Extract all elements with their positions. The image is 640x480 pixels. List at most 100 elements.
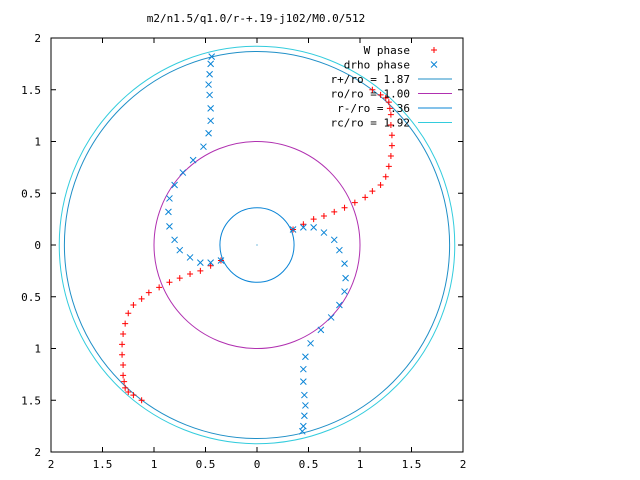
w-phase-point	[125, 310, 132, 317]
drho-phase-point	[176, 246, 184, 254]
drho-phase-point	[302, 402, 309, 409]
drho-phase-point	[302, 353, 309, 361]
w-phase-point	[388, 132, 395, 139]
y-tick-label: 0	[34, 239, 41, 252]
x-tick-label: 2	[48, 458, 55, 471]
drho-phase-point	[206, 70, 213, 78]
x-tick-label: 1.5	[93, 458, 113, 471]
drho-phase-point	[327, 314, 335, 321]
x-axis: 2 1.5 1 0.5 0 0.5 1 1.5 2	[48, 38, 467, 471]
w-phase-point	[207, 262, 214, 269]
x-tick-label: 0	[254, 458, 261, 471]
w-phase-point	[122, 384, 129, 391]
drho-phase-point	[336, 301, 343, 309]
w-phase-point	[176, 275, 183, 282]
drho-phase-point	[310, 224, 318, 231]
drho-phase-point	[301, 412, 308, 420]
w-phase-point	[377, 181, 384, 188]
drho-phase-point	[336, 246, 343, 254]
drho-phase-point	[207, 60, 215, 68]
w-phase-point	[388, 142, 395, 149]
w-phase-point	[119, 351, 126, 358]
w-phase-point	[121, 378, 128, 385]
circle-ro-radius	[153, 141, 361, 349]
drho-phase-point	[171, 181, 178, 189]
drho-phase-point	[299, 378, 307, 385]
legend-label: r+/ro = 1.87	[331, 73, 410, 86]
w-phase-point	[187, 270, 194, 277]
w-phase-point	[377, 91, 384, 98]
y-tick-label: 0.5	[21, 187, 41, 200]
drho-phase-point	[298, 427, 306, 435]
w-phase-point	[130, 302, 137, 309]
w-phase-point	[130, 392, 137, 399]
y-tick-label: 1.5	[21, 394, 41, 407]
w-phase-point	[341, 204, 348, 211]
drho-phase-point	[299, 365, 307, 373]
w-phase-point	[119, 341, 126, 348]
w-phase-point	[386, 105, 393, 112]
series-layer	[119, 53, 395, 435]
drho-phase-point	[342, 274, 349, 282]
drho-phase-point	[179, 169, 187, 176]
drho-phase-point	[217, 257, 225, 264]
y-axis: 2 1.5 1 0.5 0 0.5 1 1.5 2	[21, 32, 463, 459]
y-tick-label: 2	[34, 446, 41, 459]
circle-r--radius	[219, 207, 295, 283]
circle-rc-radius	[58, 45, 456, 445]
w-phase-point	[382, 95, 389, 102]
drho-phase-point	[171, 236, 178, 244]
drho-phase-point	[165, 208, 172, 216]
legend-label: drho phase	[344, 59, 410, 72]
drho-phase-point	[206, 91, 213, 99]
drho-phase-point	[341, 260, 348, 267]
y-tick-label: 1	[34, 136, 41, 149]
legend-label: W phase	[364, 44, 410, 57]
x-tick-label: 2	[460, 458, 467, 471]
drho-phase-point	[330, 236, 338, 244]
w-phase-point	[331, 208, 338, 215]
w-phase-point	[385, 163, 392, 170]
w-phase-point	[387, 152, 394, 159]
drho-phase-point	[341, 288, 348, 295]
drho-phase-point	[299, 422, 307, 430]
w-phase-point	[166, 279, 173, 286]
w-phase-point	[387, 111, 394, 118]
drho-phase-point	[307, 339, 314, 347]
chart-title: m2/n1.5/q1.0/r-+.19-j102/M0.0/512	[147, 12, 366, 25]
circle-r+-radius	[63, 50, 451, 440]
w-phase-point	[156, 284, 163, 291]
w-phase-point	[122, 320, 129, 327]
w-phase-point	[369, 188, 376, 195]
drho-phase-point	[196, 259, 204, 266]
w-phase-point	[125, 388, 132, 395]
drho-phase-point	[205, 81, 212, 88]
drho-phase-point	[320, 229, 328, 236]
drho-phase-point	[208, 53, 216, 60]
drho-phase-point	[301, 391, 308, 399]
drho-phase-point	[189, 156, 197, 164]
w-phase-point	[362, 194, 369, 201]
w-phase-point	[138, 295, 145, 302]
drho-phase-point	[207, 105, 215, 112]
drho-phase-point	[205, 129, 212, 137]
w-phase-point	[369, 86, 376, 93]
drho-phase-point	[289, 226, 297, 233]
drho-phase-point	[186, 254, 194, 261]
w-phase-point	[120, 331, 127, 338]
y-tick-label: 1.5	[21, 84, 41, 97]
legend-marker	[431, 47, 437, 53]
w-phase-point	[385, 99, 392, 106]
w-phase-point	[387, 121, 394, 128]
w-phase-point	[120, 372, 127, 379]
w-phase-point	[320, 213, 327, 220]
circle-layer	[58, 45, 456, 445]
drho-phase-point	[207, 259, 215, 266]
y-tick-label: 1	[34, 343, 41, 356]
x-tick-label: 0.5	[196, 458, 216, 471]
drho-phase-point	[207, 117, 215, 125]
series-drho-phase	[165, 53, 349, 435]
x-tick-label: 1.5	[402, 458, 422, 471]
w-phase-point	[197, 267, 204, 274]
